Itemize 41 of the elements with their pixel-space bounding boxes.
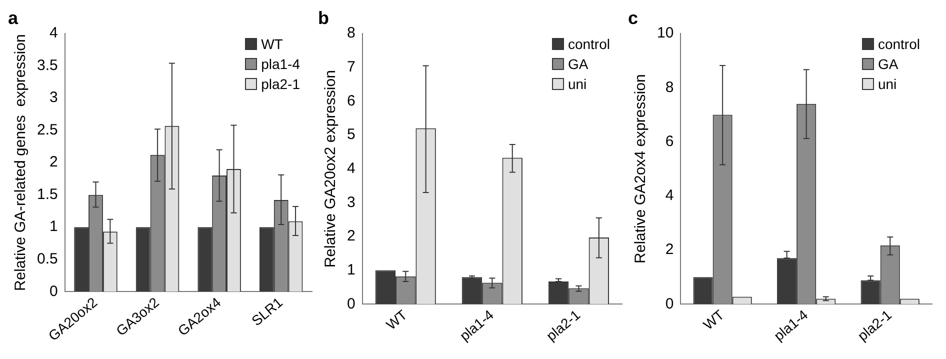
y-tick-label: 4 xyxy=(50,24,58,42)
y-tick-label: 3.5 xyxy=(36,56,58,74)
y-axis-title: Relative GA20ox2 expression xyxy=(322,70,340,268)
y-tick-label: 0 xyxy=(347,295,356,312)
y-tick-label: 2 xyxy=(665,241,674,258)
legend-label: uni xyxy=(878,75,897,94)
chart-title: b xyxy=(318,8,329,28)
y-tick-label: 0 xyxy=(50,282,58,300)
y-tick-label: 2 xyxy=(347,228,356,245)
legend-label: WT xyxy=(261,35,283,54)
legend-label: GA xyxy=(878,55,898,74)
legend-label: uni xyxy=(568,75,587,94)
y-axis-title: Relative GA-related genes expression xyxy=(12,34,30,292)
chart-title: c xyxy=(628,8,638,28)
y-tick-label: 7 xyxy=(347,58,356,76)
y-tick-label: 0 xyxy=(665,295,674,312)
x-tick-label: WT xyxy=(383,306,410,333)
legend-label: pla1-4 xyxy=(261,55,300,74)
y-tick-label: 3 xyxy=(50,89,58,106)
chart-title: a xyxy=(8,8,19,28)
y-tick-label: 6 xyxy=(347,92,356,110)
y-tick-label: 1 xyxy=(50,218,58,236)
legend-label: GA xyxy=(568,55,588,74)
x-tick-label: WT xyxy=(700,306,728,333)
y-tick-label: 4 xyxy=(347,160,356,177)
y-tick-label: 2 xyxy=(50,154,58,171)
y-tick-label: 5 xyxy=(347,126,356,144)
y-tick-label: 8 xyxy=(665,78,674,96)
y-tick-label: 3 xyxy=(347,194,356,211)
y-tick-label: 2.5 xyxy=(36,121,58,138)
y-tick-label: 4 xyxy=(665,187,674,204)
legend-label: pla2-1 xyxy=(261,75,300,94)
y-tick-label: 1 xyxy=(347,261,356,278)
y-tick-label: 10 xyxy=(656,24,674,42)
legend-label: control xyxy=(878,35,920,54)
y-tick-label: 1.5 xyxy=(36,186,58,203)
y-tick-label: 8 xyxy=(347,24,356,42)
y-tick-label: 6 xyxy=(665,132,674,150)
legend-label: control xyxy=(568,35,610,54)
y-tick-label: 0.5 xyxy=(36,250,58,268)
y-axis-title: Relative GA2ox4 expression xyxy=(632,74,650,264)
